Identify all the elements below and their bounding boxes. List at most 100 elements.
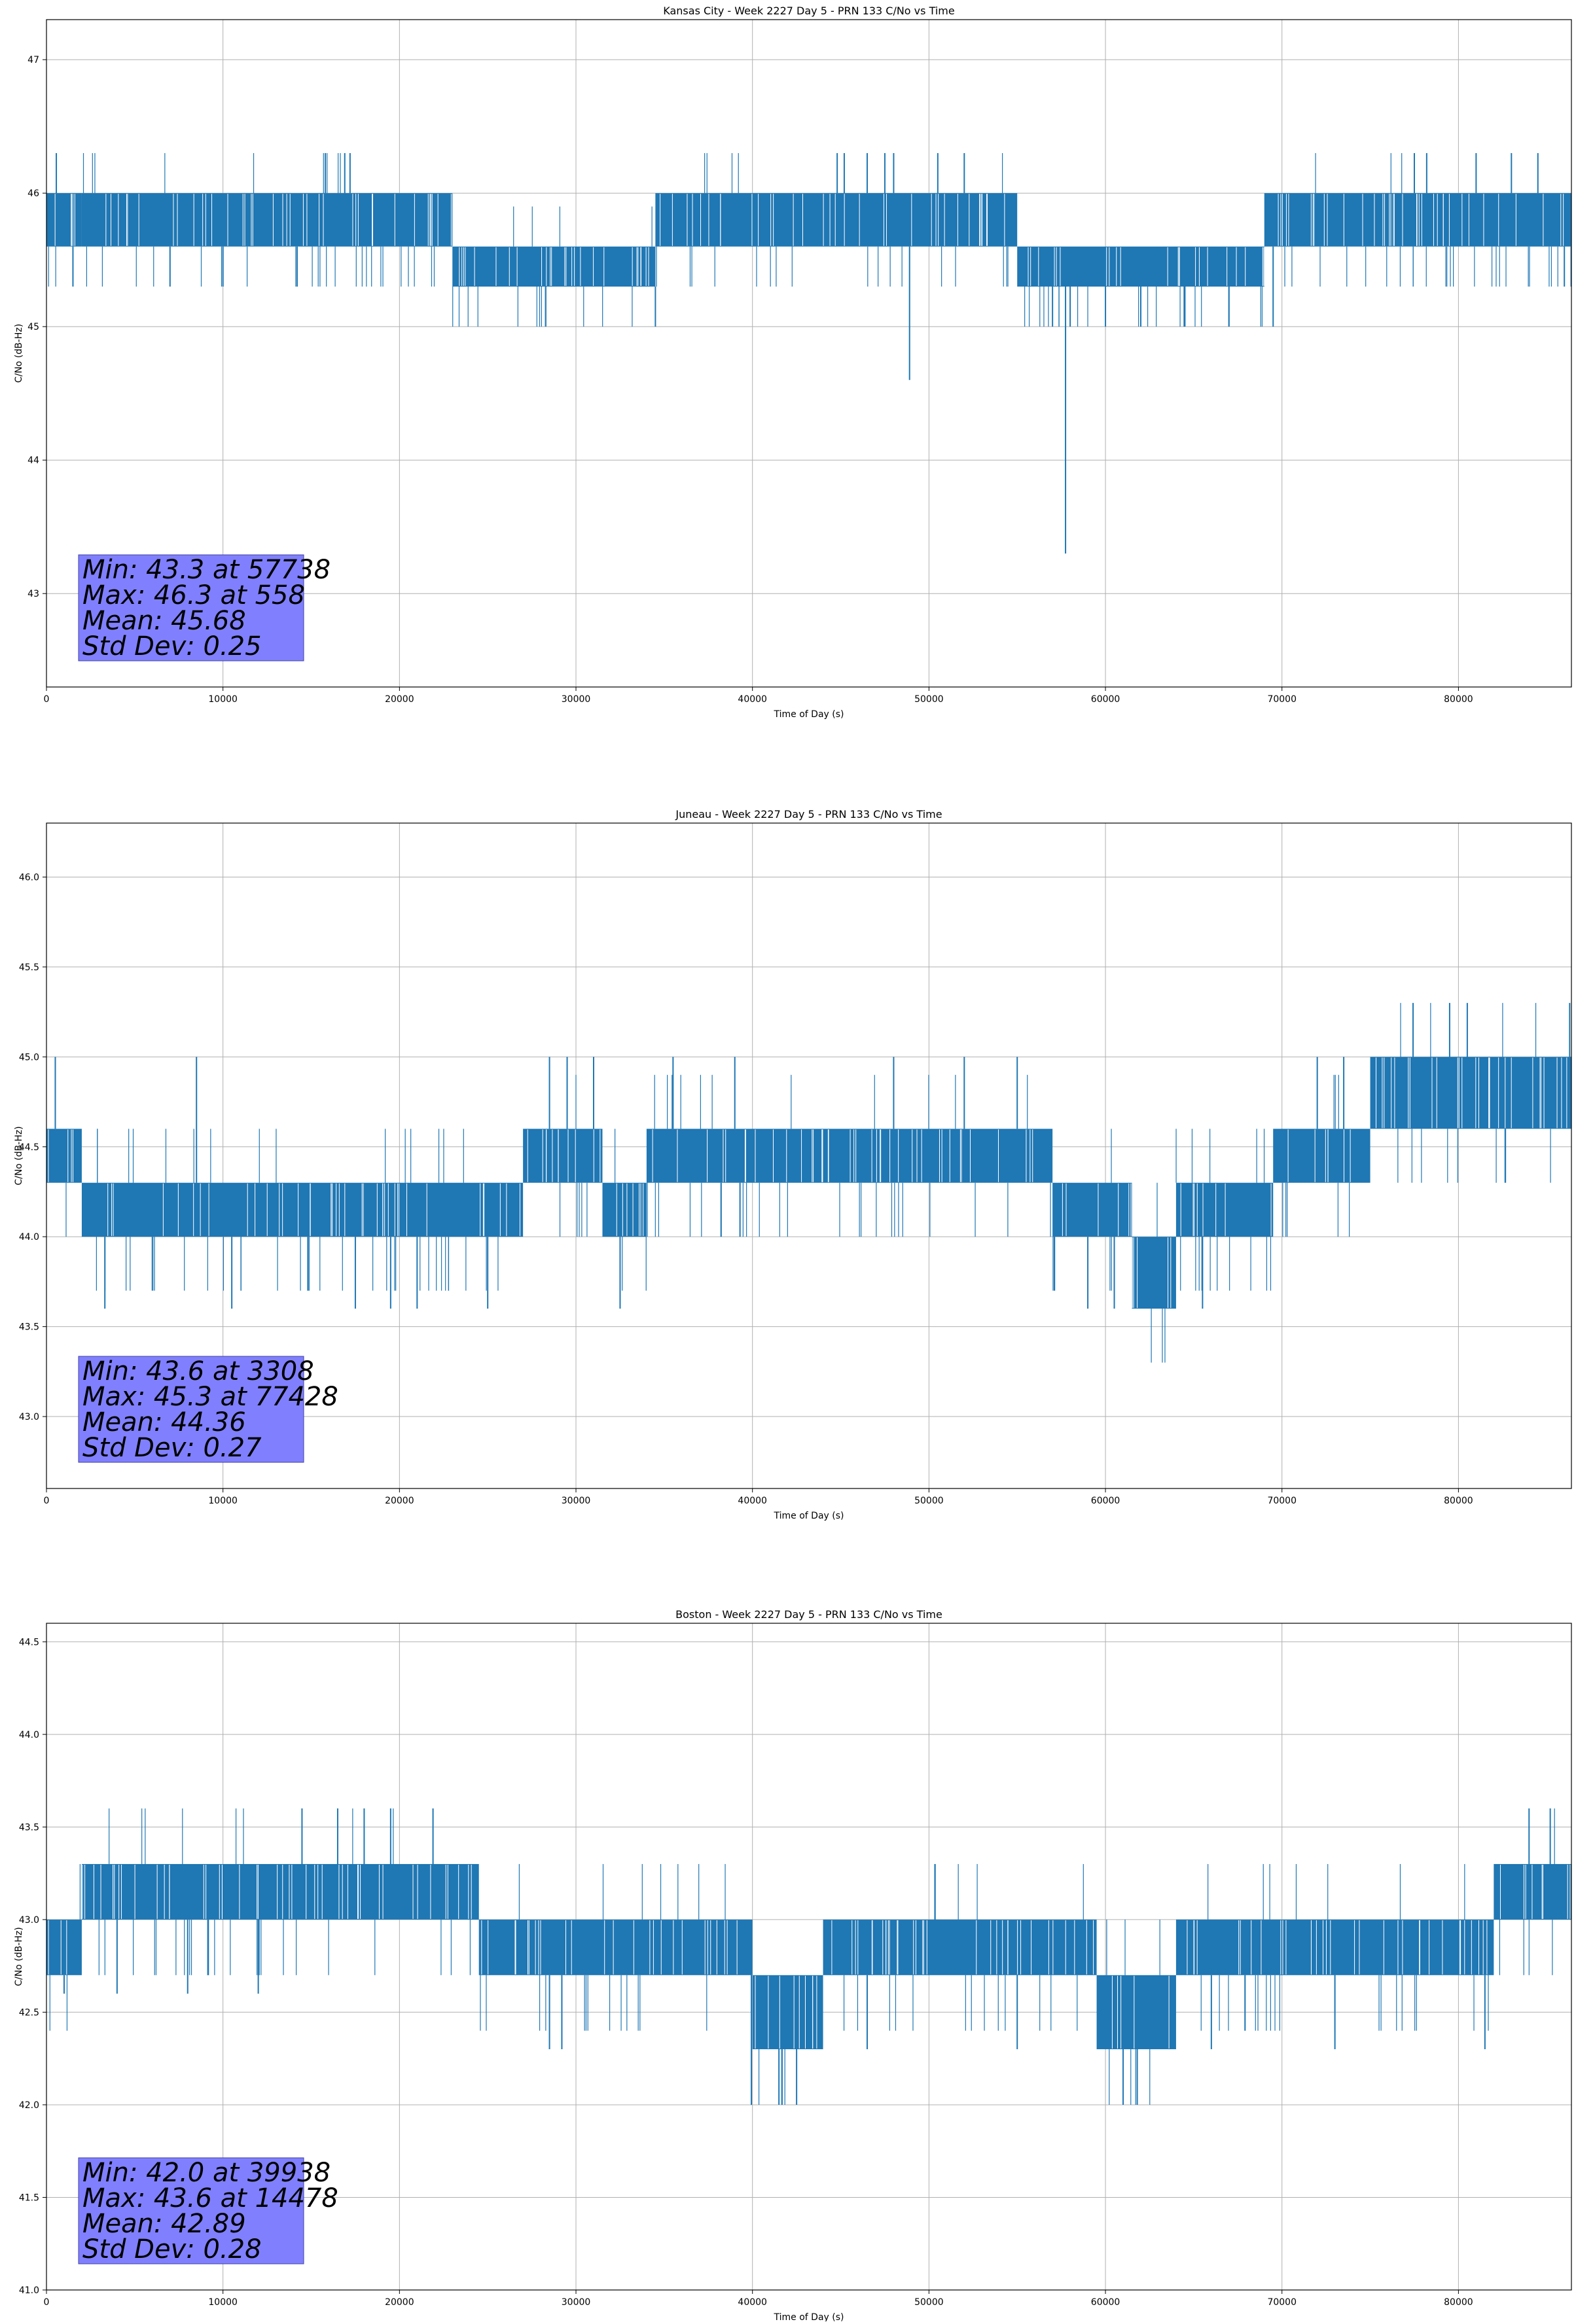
x-tick-label: 40000 — [738, 2297, 767, 2308]
x-tick-label: 20000 — [385, 1496, 414, 1506]
data-band — [752, 1975, 823, 2050]
x-tick-label: 60000 — [1091, 2297, 1120, 2308]
x-tick-label: 20000 — [385, 694, 414, 705]
data-band — [1096, 1975, 1176, 2050]
x-tick-label: 70000 — [1267, 2297, 1297, 2308]
data-band — [81, 1863, 479, 1920]
stats-min: Min: 42.0 at 39938 — [82, 2158, 331, 2188]
x-axis-label: Time of Day (s) — [774, 1511, 844, 1521]
y-tick-label: 43.0 — [19, 1412, 39, 1422]
data-band — [1273, 1129, 1370, 1183]
y-tick-label: 43.5 — [19, 1822, 39, 1833]
y-tick-label: 41.0 — [19, 2285, 39, 2296]
stats-box-background — [78, 1356, 304, 1463]
stats-std: Std Dev: 0.27 — [82, 1433, 262, 1463]
data-band — [452, 246, 656, 287]
x-tick-label: 50000 — [914, 694, 944, 705]
chart-title: Juneau - Week 2227 Day 5 - PRN 133 C/No … — [675, 808, 942, 820]
data-series — [46, 1002, 1571, 1363]
stats-box-background — [78, 554, 304, 661]
y-tick-label: 41.5 — [19, 2192, 39, 2203]
chart-panel-3: 0 10000 20000 30000 40000 50000 60000 70000 8000… — [14, 1608, 1572, 2323]
data-band — [46, 193, 82, 247]
y-tick-label: 46 — [27, 188, 39, 199]
data-band — [523, 1129, 603, 1183]
data-band — [646, 1129, 1053, 1183]
data-band — [46, 1129, 82, 1183]
x-tick-label: 80000 — [1444, 2297, 1473, 2308]
stats-max: Max: 43.6 at 14478 — [82, 2183, 338, 2213]
axes-frame — [46, 19, 1572, 688]
data-band — [46, 1919, 82, 1975]
y-tick-label: 43.5 — [19, 1322, 39, 1333]
data-band — [1052, 1182, 1132, 1237]
data-band — [1175, 1919, 1494, 1975]
y-tick-label: 44 — [27, 455, 39, 466]
x-tick-label: 30000 — [562, 1496, 591, 1506]
x-tick-label: 20000 — [385, 2297, 414, 2308]
stats-mean: Mean: 42.89 — [82, 2209, 246, 2239]
chart-title: Boston - Week 2227 Day 5 - PRN 133 C/No … — [675, 1608, 942, 1621]
x-tick-label: 0 — [44, 1496, 50, 1506]
x-tick-label: 30000 — [562, 2297, 591, 2308]
data-band — [1132, 1237, 1176, 1309]
stats-mean: Mean: 44.36 — [82, 1407, 246, 1437]
x-tick-label: 10000 — [208, 1496, 238, 1506]
y-tick-label: 46.0 — [19, 872, 39, 883]
x-tick-label: 10000 — [208, 2297, 238, 2308]
data-band — [1017, 246, 1264, 287]
data-series — [46, 153, 1571, 554]
y-tick-label: 44.0 — [19, 1730, 39, 1740]
data-band — [602, 1182, 647, 1237]
y-tick-label: 44.0 — [19, 1232, 39, 1242]
stats-mean: Mean: 45.68 — [82, 606, 246, 636]
data-band — [1175, 1182, 1274, 1237]
x-tick-label: 50000 — [914, 2297, 944, 2308]
stats-std: Std Dev: 0.28 — [82, 2234, 262, 2264]
y-axis-label: C/No (dB-Hz) — [14, 324, 24, 383]
data-band — [867, 193, 1018, 247]
stats-min: Min: 43.3 at 57738 — [82, 555, 331, 585]
y-tick-label: 42.5 — [19, 2007, 39, 2018]
y-axis-label: C/No (dB-Hz) — [14, 1126, 24, 1185]
data-band — [655, 193, 867, 247]
x-axis-label: Time of Day (s) — [774, 2312, 844, 2321]
data-band — [823, 1919, 1097, 1975]
y-tick-label: 44.5 — [19, 1637, 39, 1647]
axes-frame — [46, 1623, 1572, 2291]
x-tick-label: 70000 — [1267, 1496, 1297, 1506]
chart-panel-2: 0 10000 20000 30000 40000 50000 60000 70000 8000… — [14, 808, 1572, 1521]
x-tick-label: 60000 — [1091, 694, 1120, 705]
stats-max: Max: 45.3 at 77428 — [82, 1382, 338, 1412]
y-tick-label: 47 — [27, 55, 39, 65]
x-axis-label: Time of Day (s) — [774, 709, 844, 720]
chart-panel-1: 0 10000 20000 30000 40000 50000 60000 70000 8000… — [14, 5, 1572, 720]
x-tick-label: 80000 — [1444, 694, 1473, 705]
axes-frame — [46, 822, 1572, 1489]
data-band — [81, 193, 453, 247]
data-series — [46, 1808, 1571, 2105]
x-tick-label: 10000 — [208, 694, 238, 705]
x-tick-label: 30000 — [562, 694, 591, 705]
x-tick-label: 0 — [44, 2297, 50, 2308]
stats-box-background — [78, 2157, 304, 2264]
data-band — [478, 1919, 753, 1975]
x-tick-label: 40000 — [738, 1496, 767, 1506]
y-tick-label: 45 — [27, 322, 39, 332]
data-band — [81, 1182, 524, 1237]
y-tick-label: 42.0 — [19, 2100, 39, 2111]
y-axis-label: C/No (dB-Hz) — [14, 1927, 24, 1986]
stats-std: Std Dev: 0.25 — [82, 631, 262, 661]
y-tick-label: 43.0 — [19, 1915, 39, 1926]
y-tick-label: 45.5 — [19, 962, 39, 973]
data-band — [1370, 1057, 1571, 1129]
y-tick-label: 44.5 — [19, 1142, 39, 1153]
x-tick-label: 80000 — [1444, 1496, 1473, 1506]
x-tick-label: 60000 — [1091, 1496, 1120, 1506]
x-tick-label: 0 — [44, 694, 50, 705]
